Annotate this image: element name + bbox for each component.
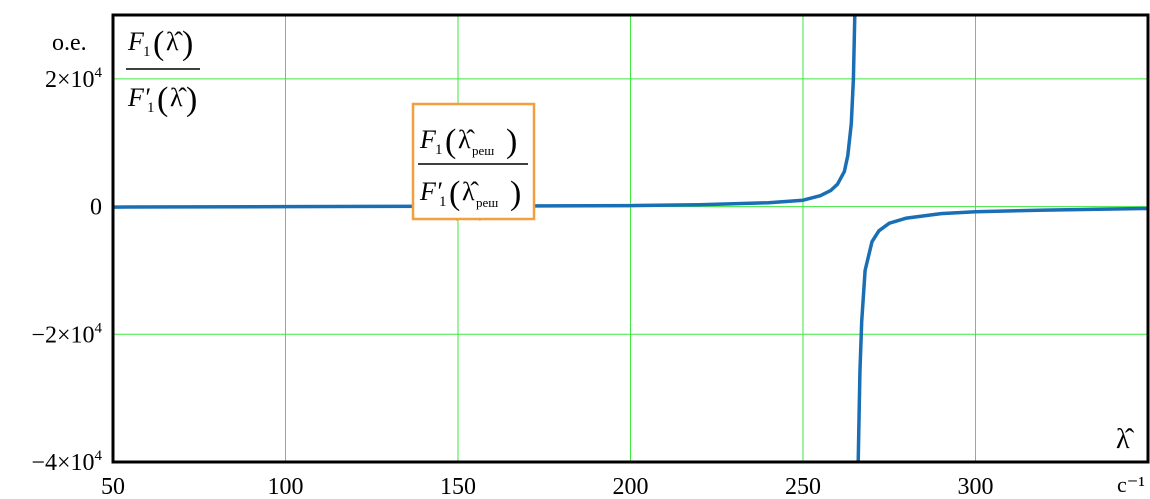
plot-frame bbox=[111, 13, 1150, 464]
y-tick-label: −4×104 bbox=[31, 448, 102, 476]
expr-num-sub: 1 bbox=[143, 44, 151, 60]
sol-den-f: F′ bbox=[419, 177, 442, 206]
expr-num-arg: λ̂ bbox=[166, 27, 184, 56]
expr-num-paren-close: ) bbox=[182, 25, 193, 62]
grid bbox=[113, 15, 1148, 462]
solution-annotation-box bbox=[411, 102, 536, 221]
expr-den-f: F′ bbox=[127, 83, 150, 112]
sol-den-sub: 1 bbox=[439, 194, 447, 210]
expr-num-paren-open: ( bbox=[153, 25, 164, 62]
sol-num-paren-open: ( bbox=[445, 123, 456, 160]
y-unit-label: o.e. bbox=[52, 30, 87, 56]
y-tick-label: 2×104 bbox=[45, 65, 103, 93]
sol-num-f: F bbox=[419, 125, 437, 154]
expr-num-f: F bbox=[127, 27, 145, 56]
expr-den-paren-close: ) bbox=[186, 81, 197, 118]
y-tick-label: −2×104 bbox=[31, 320, 102, 348]
x-tick-label: 200 bbox=[613, 474, 649, 499]
x-tick-label: 150 bbox=[440, 474, 476, 499]
series-line bbox=[856, 206, 1148, 462]
sol-den-paren-open: ( bbox=[449, 175, 460, 212]
x-unit-label: c⁻¹ bbox=[1117, 472, 1145, 497]
solution-annotation: F 1 ( λ̂ реш ) F′ 1 ( λ̂ реш ) bbox=[411, 102, 536, 221]
expr-den-paren-open: ( bbox=[157, 81, 168, 118]
x-tick-label: 50 bbox=[101, 474, 125, 499]
x-tick-labels: 50 100 150 200 250 300 bbox=[101, 474, 994, 499]
x-axis-label: λ̂ bbox=[1116, 424, 1135, 455]
x-tick-label: 250 bbox=[785, 474, 821, 499]
y-axis-expression: F 1 ( λ̂ ) F′ 1 ( λ̂ ) bbox=[126, 25, 200, 118]
expr-den-sub: 1 bbox=[147, 100, 155, 116]
expr-den-arg: λ̂ bbox=[170, 83, 188, 112]
x-tick-label: 300 bbox=[958, 474, 994, 499]
sol-den-arg-sub: реш bbox=[476, 195, 498, 210]
x-tick-label: 100 bbox=[268, 474, 304, 499]
y-tick-labels: 2×104 0 −2×104 −4×104 bbox=[31, 65, 102, 476]
sol-num-paren-close: ) bbox=[506, 123, 517, 160]
sol-num-sub: 1 bbox=[435, 142, 443, 158]
y-tick-label: 0 bbox=[90, 195, 102, 221]
sol-num-arg-sub: реш bbox=[472, 143, 494, 158]
sol-den-paren-close: ) bbox=[510, 175, 521, 212]
